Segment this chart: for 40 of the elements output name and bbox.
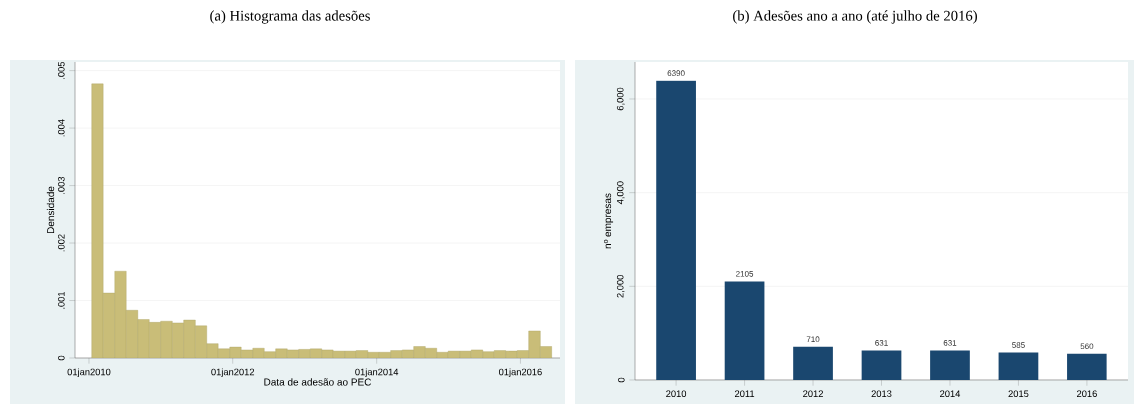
data-label: 585 bbox=[1012, 342, 1025, 348]
data-label: 631 bbox=[943, 340, 957, 346]
x-tick-label: 2012 bbox=[803, 390, 823, 397]
y-tick-label: 0 bbox=[618, 377, 625, 383]
x-tick-label: 01jan2012 bbox=[211, 368, 255, 378]
y-axis-title: Densidade bbox=[46, 186, 55, 234]
x-tick-label: 01jan2010 bbox=[67, 368, 111, 378]
x-tick-label: 2016 bbox=[1077, 390, 1097, 397]
bar bbox=[998, 352, 1039, 380]
data-label: 631 bbox=[875, 340, 888, 346]
y-axis-title: nº empresas bbox=[604, 193, 614, 249]
x-tick-label: 2011 bbox=[734, 390, 755, 397]
y-tick-label: .001 bbox=[58, 291, 65, 309]
y-tick-label: .002 bbox=[58, 234, 65, 252]
x-axis-title: Data de adesão ao PEC bbox=[264, 378, 372, 386]
bar bbox=[861, 350, 902, 380]
y-tick-label: 6,000 bbox=[616, 87, 625, 111]
y-tick-label: 4,000 bbox=[616, 181, 625, 205]
data-label: 6390 bbox=[667, 70, 685, 77]
chart-title: (a) Histograma das adesões bbox=[210, 10, 370, 24]
y-tick-label: .005 bbox=[58, 61, 65, 79]
bar bbox=[930, 350, 970, 380]
y-tick-label: 0 bbox=[58, 355, 65, 361]
x-tick-label: 2010 bbox=[666, 390, 687, 397]
bar bbox=[1067, 353, 1107, 380]
y-tick-label: .004 bbox=[58, 119, 65, 137]
y-tick-label: 2,000 bbox=[616, 275, 625, 298]
data-label: 560 bbox=[1080, 343, 1094, 350]
data-label: 710 bbox=[806, 336, 820, 343]
bar bbox=[724, 281, 765, 380]
y-tick-label: .003 bbox=[58, 176, 65, 194]
x-tick-label: 01jan2016 bbox=[498, 368, 542, 378]
x-tick-label: 01jan2014 bbox=[355, 368, 399, 378]
data-label: 2105 bbox=[736, 271, 754, 277]
chart-title: (b) Adesões ano a ano (até julho de 2016) bbox=[733, 10, 977, 24]
x-tick-label: 2013 bbox=[871, 390, 892, 397]
bar bbox=[656, 80, 696, 380]
bar bbox=[793, 346, 833, 380]
x-tick-label: 2014 bbox=[940, 390, 961, 397]
x-tick-label: 2015 bbox=[1008, 390, 1029, 397]
